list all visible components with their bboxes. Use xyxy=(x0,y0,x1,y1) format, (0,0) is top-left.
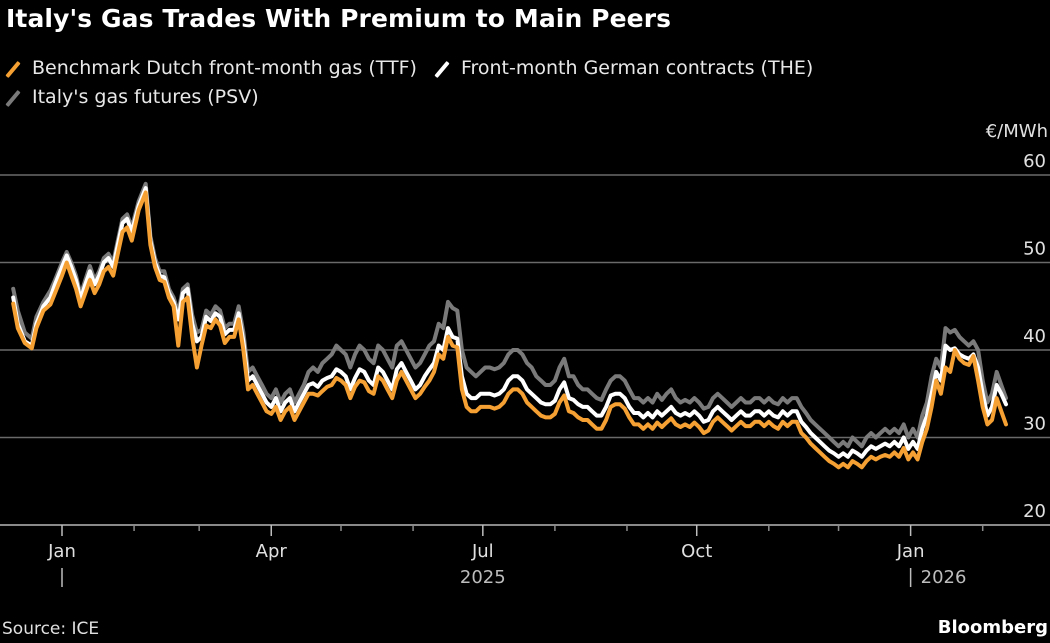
y-axis-ticks: 20 30 40 50 60 xyxy=(1023,151,1046,522)
x-tick-label: Oct xyxy=(681,541,712,562)
gridlines xyxy=(0,174,1050,526)
legend-label-the: Front-month German contracts (THE) xyxy=(460,57,814,79)
source-note: Source: ICE xyxy=(2,619,100,639)
legend-label-ttf: Benchmark Dutch front-month gas (TTF) xyxy=(32,57,417,79)
x-tick-label: Jan xyxy=(896,541,925,562)
bloomberg-logo: Bloomberg xyxy=(937,617,1048,638)
x-tick-label: Jan xyxy=(47,541,76,562)
y-tick-label: 60 xyxy=(1023,151,1046,172)
legend-item-psv: Italy's gas futures (PSV) xyxy=(4,83,259,112)
x-tick-label: Jul xyxy=(471,541,494,562)
x-tick-label: Apr xyxy=(256,541,288,562)
y-tick-label: 40 xyxy=(1023,326,1046,347)
y-tick-label: 30 xyxy=(1023,414,1046,435)
chart-legend: Benchmark Dutch front-month gas (TTF) Fr… xyxy=(4,54,829,112)
legend-label-psv: Italy's gas futures (PSV) xyxy=(32,86,259,108)
x-year-label: 2025 xyxy=(460,567,506,588)
legend-item-ttf: Benchmark Dutch front-month gas (TTF) xyxy=(4,54,417,83)
y-tick-label: 50 xyxy=(1023,239,1046,260)
chart-title: Italy's Gas Trades With Premium to Main … xyxy=(6,4,672,33)
x-year-label: 2026 xyxy=(921,567,967,588)
series-line-psv xyxy=(11,181,1008,449)
legend-item-the: Front-month German contracts (THE) xyxy=(433,54,813,83)
y-axis-unit-label: €/MWh xyxy=(985,121,1048,142)
x-axis: Jan Apr Jul 2025 Oct Jan 2026 xyxy=(47,525,984,588)
series-lines xyxy=(11,181,1008,470)
series-line-the xyxy=(11,186,1008,459)
y-tick-label: 20 xyxy=(1023,501,1046,522)
series-line-ttf xyxy=(11,190,1008,470)
